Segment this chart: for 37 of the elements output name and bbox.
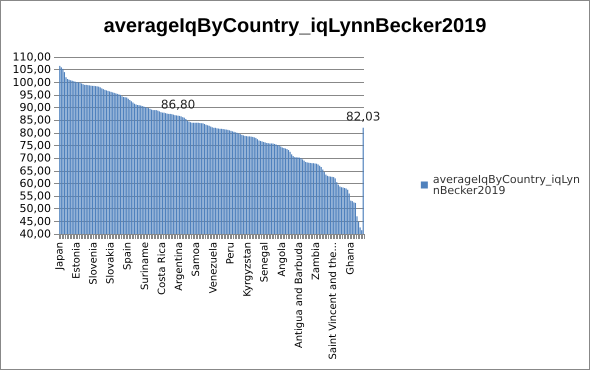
y-tick-label: 45,00 (20, 214, 51, 228)
y-tick-label: 60,00 (20, 176, 51, 190)
y-tick-label: 50,00 (20, 202, 51, 216)
y-tick-label: 55,00 (20, 190, 51, 203)
x-tick-label: Estonia (71, 242, 82, 279)
x-tick-label: Costa Rica (156, 242, 168, 295)
x-tick-label: Slovakia (106, 242, 117, 284)
x-tick-label: Kyrgyzstan (242, 242, 254, 297)
x-tick-label: Saint Vincent and the... (328, 242, 340, 360)
x-tick-label: Spain (122, 242, 134, 270)
chart-title: averageIqByCountry_iqLynnBecker2019 (104, 15, 486, 37)
y-tick-label: 40,00 (20, 228, 51, 240)
x-tick-label: Japan (54, 242, 66, 271)
x-tick-label: Angola (276, 242, 288, 277)
y-tick-label: 85,00 (20, 114, 51, 127)
y-tick-label: 80,00 (20, 126, 51, 140)
y-tick-label: 75,00 (20, 139, 51, 152)
x-tick-label: Venezuela (208, 242, 220, 294)
y-tick-label: 65,00 (20, 164, 51, 178)
x-tick-label: Suriname (140, 242, 151, 290)
data-label: 86,80 (160, 98, 196, 112)
x-tick-label: Slovenia (88, 242, 100, 285)
x-tick-label: Samoa (191, 242, 202, 276)
x-tick-label: Senegal (260, 242, 271, 282)
y-tick-label: 105,00 (12, 63, 51, 76)
y-tick-label: 100,00 (12, 76, 51, 89)
x-tick-label: Ghana (345, 242, 356, 275)
y-tick-label: 95,00 (20, 88, 51, 102)
legend-label: averageIqByCountry_iqLynnBecker2019 (432, 173, 580, 197)
x-tick-label: Argentina (174, 242, 186, 291)
x-tick-label: Antigua and Barbuda (294, 242, 305, 348)
x-tick-label: Peru (225, 242, 236, 264)
y-tick-label: 70,00 (20, 152, 51, 165)
x-tick-label: Zambia (311, 242, 322, 280)
data-label: 82,03 (346, 110, 380, 124)
y-tick-label: 110,00 (12, 50, 51, 64)
y-tick-label: 90,00 (20, 101, 51, 114)
